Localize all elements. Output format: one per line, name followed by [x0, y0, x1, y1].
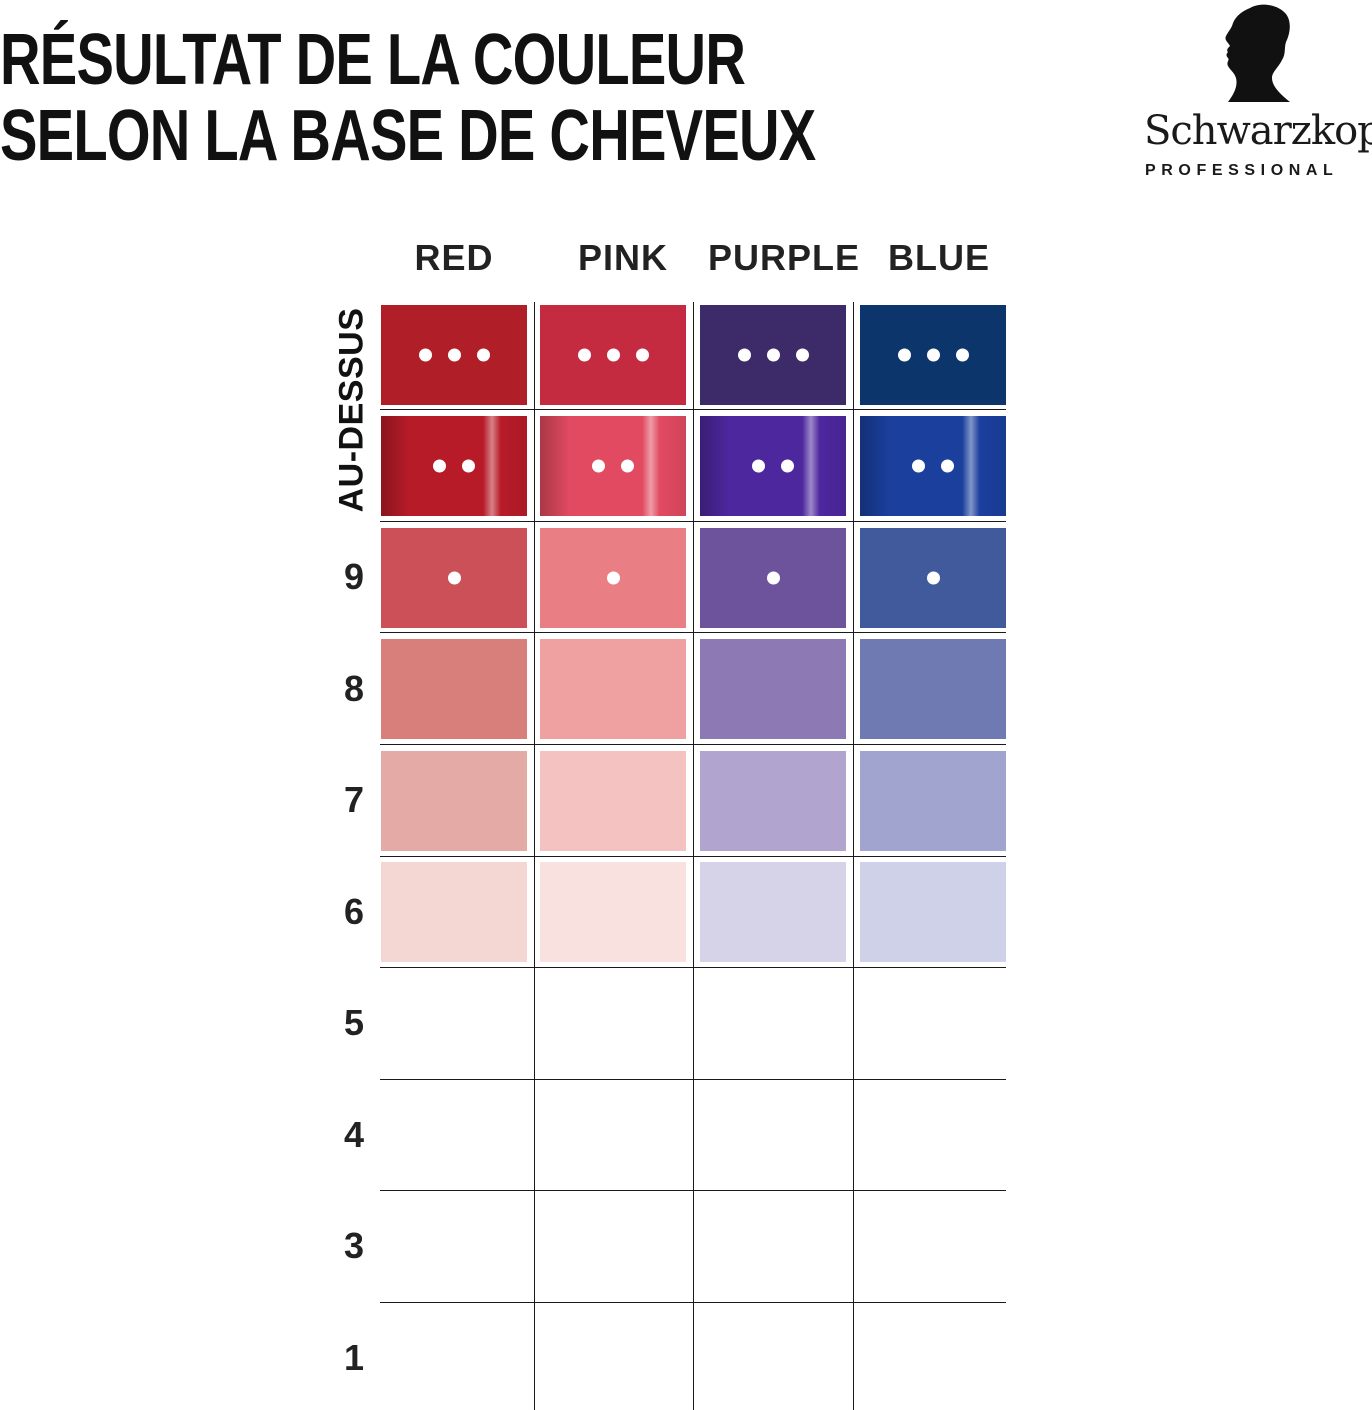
intensity-dot [752, 459, 765, 473]
brand-name: Schwarzkopf [1144, 108, 1372, 154]
intensity-dot [447, 348, 461, 362]
intensity-dots [381, 348, 527, 362]
column-header-blue: BLUE [888, 237, 990, 278]
intensity-dot [635, 348, 649, 362]
intensity-dots [381, 571, 527, 585]
intensity-dot [766, 348, 780, 362]
grid-divider [380, 1079, 1006, 1080]
grid-divider [380, 967, 1006, 968]
swatch-blue-au-dessus-2 [860, 416, 1006, 516]
row-label-9: 9 [343, 556, 365, 597]
row-label-7: 7 [343, 779, 365, 820]
swatch-red-au-dessus-2 [381, 416, 527, 516]
swatch-pink-7 [540, 751, 686, 851]
swatch-red-9 [381, 528, 527, 628]
grid-divider [380, 856, 1006, 857]
swatch-pink-9 [540, 528, 686, 628]
intensity-dots [540, 571, 686, 585]
grid-divider [380, 521, 1006, 522]
intensity-dot [447, 571, 461, 585]
intensity-dot [621, 459, 634, 473]
swatch-pink-6 [540, 862, 686, 962]
grid-divider [380, 744, 1006, 745]
intensity-dot [795, 348, 809, 362]
grid-divider [380, 632, 1006, 633]
intensity-dot [476, 348, 490, 362]
row-label-4: 4 [343, 1114, 365, 1155]
row-label-3: 3 [343, 1225, 365, 1266]
swatch-purple-6 [700, 862, 846, 962]
swatch-red-au-dessus-1 [381, 305, 527, 405]
intensity-dot [941, 459, 954, 473]
column-header-red: RED [414, 237, 494, 278]
swatch-red-6 [381, 862, 527, 962]
intensity-dot [897, 348, 911, 362]
intensity-dot [737, 348, 751, 362]
intensity-dots [860, 459, 1006, 473]
intensity-dot [592, 459, 605, 473]
intensity-dots [381, 459, 527, 473]
intensity-dot [926, 571, 940, 585]
title-line-2: SELON LA BASE DE CHEVEUX [0, 96, 816, 176]
swatch-blue-7 [860, 751, 1006, 851]
intensity-dots [860, 348, 1006, 362]
swatch-purple-8 [700, 639, 846, 739]
intensity-dot [926, 348, 940, 362]
intensity-dots [700, 348, 846, 362]
column-header-purple: PURPLE [707, 237, 861, 278]
grid-divider [380, 1190, 1006, 1191]
intensity-dot [433, 459, 446, 473]
swatch-blue-9 [860, 528, 1006, 628]
swatch-pink-au-dessus-2 [540, 416, 686, 516]
swatch-purple-9 [700, 528, 846, 628]
intensity-dot [955, 348, 969, 362]
intensity-dots [540, 348, 686, 362]
swatch-purple-7 [700, 751, 846, 851]
row-label-au-dessus: AU-DESSUS [332, 307, 371, 513]
intensity-dot [781, 459, 794, 473]
swatch-purple-au-dessus-2 [700, 416, 846, 516]
intensity-dots [860, 571, 1006, 585]
page-title: RÉSULTAT DE LA COULEUR SELON LA BASE DE … [0, 20, 816, 176]
intensity-dots [700, 571, 846, 585]
row-label-6: 6 [343, 891, 365, 932]
swatch-purple-au-dessus-1 [700, 305, 846, 405]
row-label-8: 8 [343, 668, 365, 709]
title-line-1: RÉSULTAT DE LA COULEUR [0, 20, 746, 100]
row-label-5: 5 [343, 1002, 365, 1043]
swatch-pink-8 [540, 639, 686, 739]
intensity-dot [766, 571, 780, 585]
silhouette-head-icon [1225, 4, 1290, 102]
brand-logo: Schwarzkopf PROFESSIONAL [1140, 0, 1372, 190]
swatch-red-8 [381, 639, 527, 739]
intensity-dot [912, 459, 925, 473]
intensity-dot [606, 348, 620, 362]
intensity-dot [606, 571, 620, 585]
column-header-pink: PINK [577, 237, 668, 278]
intensity-dot [418, 348, 432, 362]
swatch-pink-au-dessus-1 [540, 305, 686, 405]
swatch-red-7 [381, 751, 527, 851]
swatch-blue-au-dessus-1 [860, 305, 1006, 405]
brand-subtitle: PROFESSIONAL [1145, 162, 1339, 179]
intensity-dots [540, 459, 686, 473]
intensity-dot [462, 459, 475, 473]
grid-divider [380, 409, 1006, 410]
intensity-dot [577, 348, 591, 362]
row-label-1: 1 [343, 1337, 365, 1378]
grid-divider [380, 1302, 1006, 1303]
swatch-blue-8 [860, 639, 1006, 739]
intensity-dots [700, 459, 846, 473]
swatch-blue-6 [860, 862, 1006, 962]
